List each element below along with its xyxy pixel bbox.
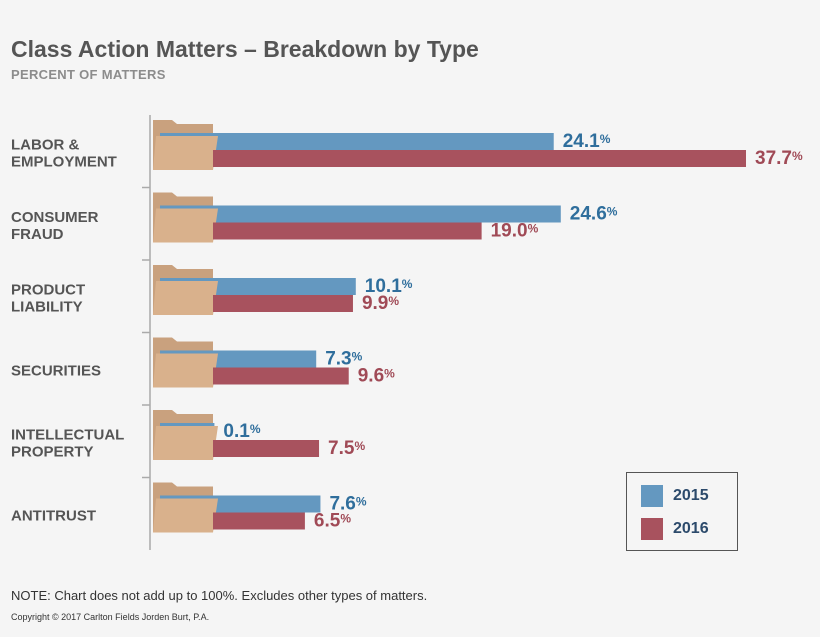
value-label-product-liability-2016: 9.9% [362,293,399,314]
category-label-consumer-fraud: CONSUMER FRAUD [11,209,99,243]
category-label-product-liability: PRODUCT LIABILITY [11,282,85,316]
bar-securities-2016 [213,367,349,385]
bar-labor-employment-2016 [213,150,746,167]
category-label-securities: SECURITIES [11,363,101,380]
folder-front [153,208,218,243]
value-label-securities-2016: 9.6% [358,366,395,387]
legend-item-2016: 2016 [641,518,709,540]
value-label-labor-employment-2016: 37.7% [755,148,803,169]
bar-intellectual-property-2016 [213,440,320,457]
folder-front [153,498,218,533]
category-label-antitrust: ANTITRUST [11,508,96,525]
legend: 2015 2016 [626,472,738,551]
value-label-product-liability-2015: 10.1% [365,276,413,297]
value-label-antitrust-2016: 6.5% [314,511,351,532]
footnote: NOTE: Chart does not add up to 100%. Exc… [11,588,428,603]
category-label-labor-employment: LABOR & EMPLOYMENT [11,137,117,171]
legend-label-2015: 2015 [673,487,709,504]
chart-title: Class Action Matters – Breakdown by Type [11,36,479,62]
bar-consumer-fraud-2015 [160,205,561,223]
value-label-labor-employment-2015: 24.1% [563,131,611,152]
bar-consumer-fraud-2016 [213,222,482,240]
legend-item-2015: 2015 [641,485,709,507]
legend-swatch-2015 [641,485,663,507]
folder-front [153,136,218,170]
chart-subtitle: PERCENT OF MATTERS [11,67,166,82]
copyright: Copyright © 2017 Carlton Fields Jorden B… [11,612,210,622]
value-label-intellectual-property-2015: 0.1% [223,421,260,442]
bar-product-liability-2016 [213,295,353,312]
bar-labor-employment-2015 [160,133,554,150]
folder-front [153,426,218,460]
value-label-intellectual-property-2016: 7.5% [328,438,365,459]
folder-front [153,281,218,315]
folder-front [153,353,218,388]
value-label-antitrust-2015: 7.6% [329,494,366,515]
category-label-intellectual-property: INTELLECTUAL PROPERTY [11,427,124,461]
bar-chart: LABOR & EMPLOYMENT 24.1% 37.7% CONSUMER FRAUD… [11,115,803,550]
legend-label-2016: 2016 [673,520,709,537]
value-label-consumer-fraud-2015: 24.6% [570,204,618,225]
bar-antitrust-2016 [213,512,305,530]
value-label-consumer-fraud-2016: 19.0% [491,221,539,242]
value-label-securities-2015: 7.3% [325,349,362,370]
legend-swatch-2016 [641,518,663,540]
